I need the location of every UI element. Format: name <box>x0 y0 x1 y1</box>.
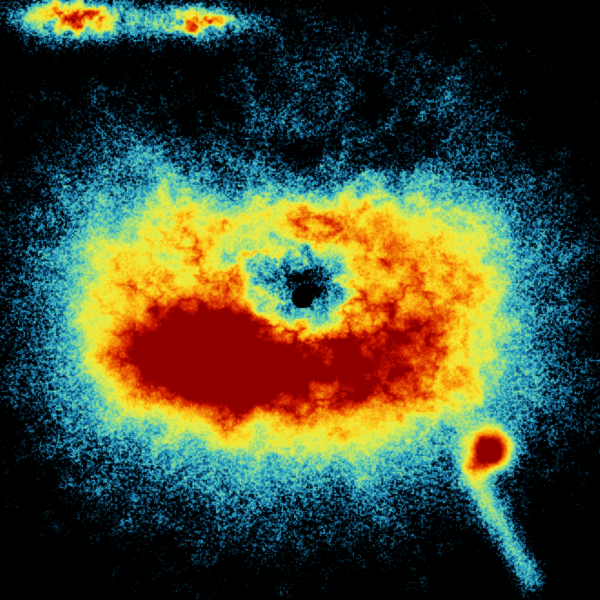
intensity-heatmap <box>0 0 600 600</box>
image-canvas: Astronomical intensity map <box>0 0 600 600</box>
